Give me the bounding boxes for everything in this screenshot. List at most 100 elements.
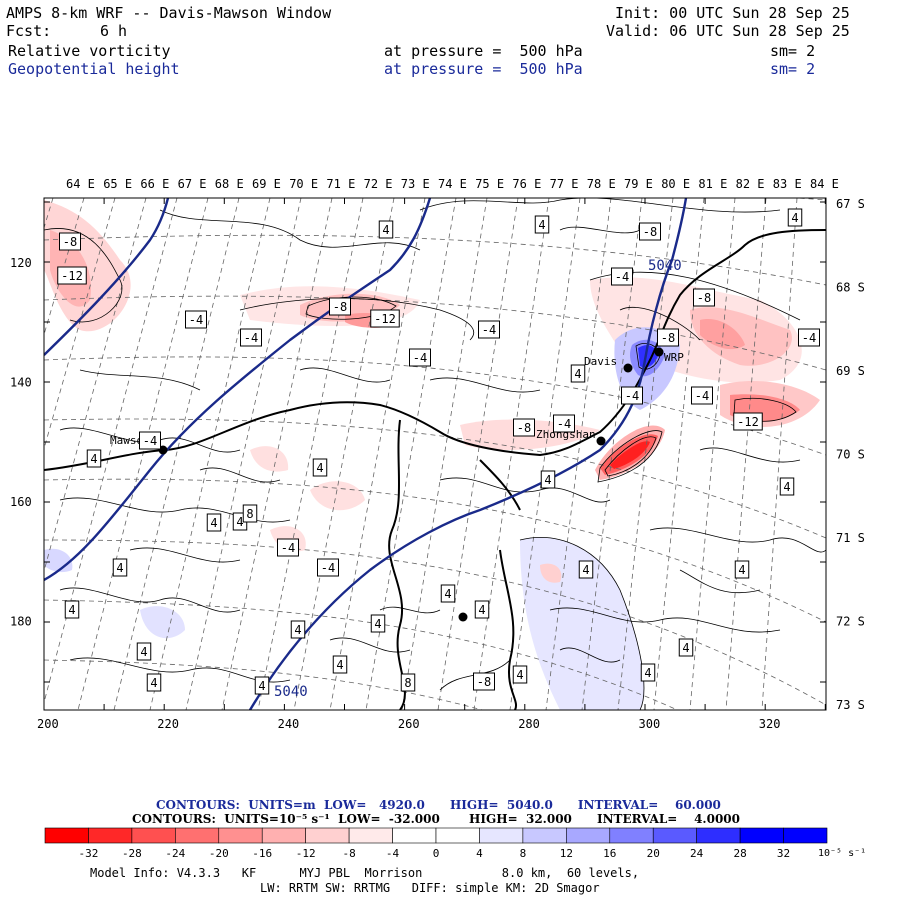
svg-text:4: 4 xyxy=(544,473,551,487)
station-zhongshan[interactable]: Zhongshan xyxy=(536,428,606,446)
vorticity-label: -4 xyxy=(553,414,575,433)
svg-text:8: 8 xyxy=(404,676,411,690)
colorbar-box xyxy=(522,827,567,844)
svg-text:-8: -8 xyxy=(661,331,675,345)
vorticity-label: 4 xyxy=(312,458,328,477)
longitude-label: 72 E xyxy=(364,177,393,191)
colorbar-box xyxy=(131,827,176,844)
svg-text:-4: -4 xyxy=(695,389,709,403)
svg-text:4: 4 xyxy=(68,603,75,617)
vorticity-label: -4 xyxy=(317,558,339,577)
station-marker[interactable] xyxy=(458,612,468,622)
colorbar-box xyxy=(479,827,524,844)
height-contours xyxy=(44,198,688,710)
longitude-label: 69 E xyxy=(252,177,281,191)
colorbar-tick: -12 xyxy=(296,847,316,860)
y-tick-label: 120 xyxy=(10,256,32,270)
x-tick-label: 280 xyxy=(518,717,540,731)
svg-text:4: 4 xyxy=(444,587,451,601)
coastline xyxy=(44,229,826,710)
latitude-label: 67 S xyxy=(836,197,865,211)
station-wrp[interactable]: WRP xyxy=(654,347,685,365)
colorbar-box xyxy=(305,827,350,844)
vorticity-label: 4 xyxy=(570,364,586,383)
svg-text:4: 4 xyxy=(644,666,651,680)
vorticity-label: 4 xyxy=(534,215,550,234)
colorbar-box xyxy=(435,827,480,844)
latitude-labels: 67 S 68 S 69 S 70 S 71 S 72 S 73 S xyxy=(836,197,865,712)
colorbar-tick: -20 xyxy=(209,847,229,860)
vorticity-label: 4 xyxy=(86,449,102,468)
vorticity-label: -8 xyxy=(473,672,495,691)
svg-text:-4: -4 xyxy=(413,351,427,365)
colorbar-box xyxy=(175,827,220,844)
contours-height-info: CONTOURS: UNITS=m LOW= 4920.0 HIGH= 5040… xyxy=(156,798,721,812)
vorticity-label: -8 xyxy=(693,288,715,307)
vorticity-label: 4 xyxy=(640,663,656,682)
valid-time: Valid: 06 UTC Sun 28 Sep 25 xyxy=(606,22,850,40)
model-info: Model Info: V4.3.3 KF MYJ PBL Morrison 8… xyxy=(90,866,640,880)
svg-text:4: 4 xyxy=(116,561,123,575)
vorticity-label: 4 xyxy=(440,584,456,603)
vorticity-label: -4 xyxy=(611,267,633,286)
longitude-label: 75 E xyxy=(475,177,504,191)
field2-level: at pressure = 500 hPa xyxy=(384,60,583,78)
svg-text:-4: -4 xyxy=(321,561,335,575)
vorticity-label: 4 xyxy=(734,560,750,579)
height-contour-labels: 5040 5040 xyxy=(274,258,682,700)
y-tick-label: 160 xyxy=(10,495,32,509)
vorticity-label: 4 xyxy=(332,655,348,674)
svg-text:-4: -4 xyxy=(482,323,496,337)
colorbar-box xyxy=(609,827,654,844)
height-label: 5040 xyxy=(648,258,682,274)
station-davis[interactable]: Davis xyxy=(584,355,633,373)
longitude-label: 65 E xyxy=(103,177,132,191)
vorticity-label: -8 xyxy=(329,297,351,316)
svg-text:-4: -4 xyxy=(802,331,816,345)
vorticity-label: -4 xyxy=(621,386,643,405)
colorbar-tick: 28 xyxy=(733,847,746,860)
longitude-label: 73 E xyxy=(401,177,430,191)
svg-text:4: 4 xyxy=(582,563,589,577)
longitude-label: 76 E xyxy=(512,177,541,191)
vorticity-label: -8 xyxy=(639,222,661,241)
svg-text:4: 4 xyxy=(682,641,689,655)
plot-frame xyxy=(43,197,827,711)
longitude-label: 68 E xyxy=(215,177,244,191)
latitude-gridlines xyxy=(44,198,826,710)
vorticity-label: -4 xyxy=(691,386,713,405)
colorbar-tick: 16 xyxy=(603,847,616,860)
vorticity-label: 8 xyxy=(400,673,416,692)
colorbar-box xyxy=(392,827,437,844)
vorticity-label: -12 xyxy=(733,412,763,431)
svg-text:WRP: WRP xyxy=(664,351,684,364)
colorbar-box xyxy=(696,827,741,844)
colorbar-tick: -8 xyxy=(342,847,355,860)
vorticity-label: 4 xyxy=(779,477,795,496)
colorbar-tick: 20 xyxy=(647,847,660,860)
svg-text:-8: -8 xyxy=(643,225,657,239)
axis-ticks xyxy=(43,198,826,710)
vorticity-label: 4 xyxy=(254,676,270,695)
svg-text:-12: -12 xyxy=(374,312,396,326)
svg-text:4: 4 xyxy=(210,516,217,530)
svg-text:-4: -4 xyxy=(244,331,258,345)
vorticity-label: 4 xyxy=(136,642,152,661)
latitude-label: 69 S xyxy=(836,364,865,378)
colorbar-box xyxy=(218,827,263,844)
vorticity-label: 4 xyxy=(146,673,162,692)
svg-text:-8: -8 xyxy=(477,675,491,689)
x-tick-label: 220 xyxy=(157,717,179,731)
vorticity-label: 4 xyxy=(112,558,128,577)
field2-name: Geopotential height xyxy=(8,60,180,78)
x-tick-label: 260 xyxy=(398,717,420,731)
forecast-hour: 6 h xyxy=(100,22,128,40)
colorbar-box xyxy=(566,827,611,844)
svg-text:4: 4 xyxy=(294,623,301,637)
longitude-label: 83 E xyxy=(773,177,802,191)
field1-smoothing: sm= 2 xyxy=(770,42,816,60)
svg-text:-4: -4 xyxy=(189,313,203,327)
longitude-label: 74 E xyxy=(438,177,467,191)
longitude-label: 79 E xyxy=(624,177,653,191)
chart-title: AMPS 8-km WRF -- Davis-Mawson Window xyxy=(6,4,332,22)
